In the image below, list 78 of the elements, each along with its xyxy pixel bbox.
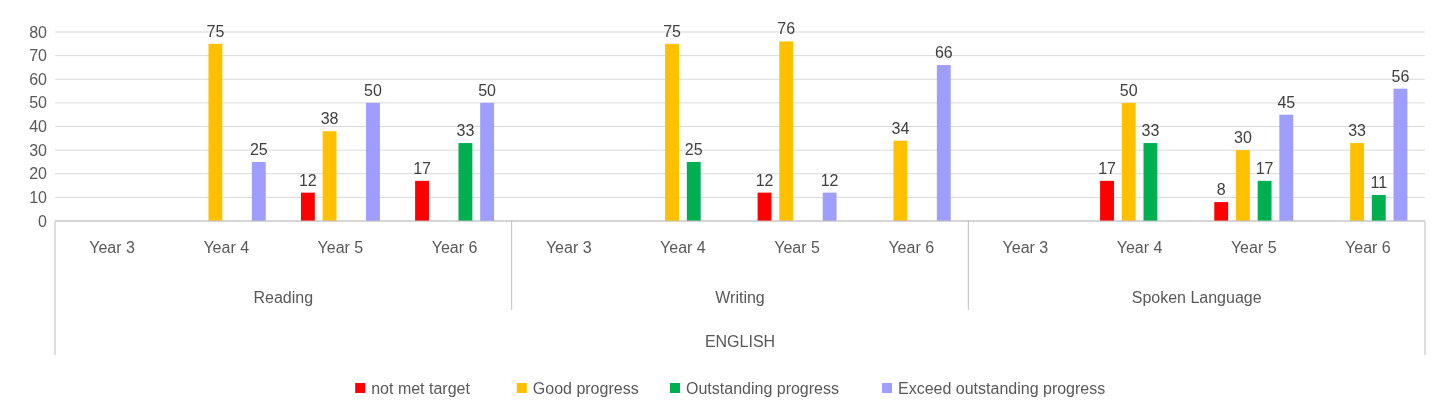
data-label: 38 <box>320 110 339 128</box>
data-label: 12 <box>755 171 774 189</box>
data-label: 33 <box>1141 122 1160 140</box>
y-tick-label: 20 <box>29 165 48 183</box>
data-label: 50 <box>1119 81 1138 99</box>
bar <box>480 102 495 221</box>
legend-label: not met target <box>371 379 471 397</box>
bar <box>1143 143 1158 221</box>
bar <box>1350 143 1365 221</box>
bar <box>936 65 951 221</box>
bar <box>686 161 701 221</box>
bar <box>458 143 473 221</box>
x-tick-label: Year 4 <box>203 238 250 256</box>
text: Spoken Language <box>1131 288 1262 306</box>
bar <box>1371 195 1386 221</box>
y-tick-label: 80 <box>29 23 48 41</box>
legend-label: Exceed outstanding progress <box>898 379 1106 397</box>
y-tick-label: 50 <box>29 94 48 112</box>
data-label: 17 <box>1098 159 1117 177</box>
bar <box>1121 102 1136 221</box>
x-tick-label: Year 3 <box>1002 238 1049 256</box>
data-label: 66 <box>934 44 953 62</box>
bar <box>665 43 680 221</box>
y-tick-label: 40 <box>29 118 48 136</box>
data-label: 45 <box>1277 93 1296 111</box>
y-tick-label: 30 <box>29 141 48 159</box>
data-label: 34 <box>891 119 910 137</box>
data-label: 25 <box>249 140 268 158</box>
text: Writing <box>715 288 765 306</box>
text: ENGLISH <box>704 332 776 350</box>
bar <box>1279 114 1294 221</box>
x-tick-label: Year 4 <box>1116 238 1163 256</box>
data-label: 12 <box>820 171 839 189</box>
y-tick-label: 70 <box>29 47 48 65</box>
data-label: 50 <box>478 81 497 99</box>
x-tick-label: Year 5 <box>317 238 364 256</box>
data-label: 17 <box>413 159 432 177</box>
bar <box>1100 180 1114 221</box>
y-tick-label: 10 <box>29 188 48 206</box>
x-tick-label: Year 6 <box>1345 238 1391 256</box>
data-label: 25 <box>684 140 703 158</box>
bar <box>1235 150 1250 221</box>
data-label: 12 <box>298 171 317 189</box>
bar <box>208 43 223 221</box>
y-tick-label: 60 <box>29 70 48 88</box>
data-label: 75 <box>663 22 682 40</box>
bar <box>300 192 315 221</box>
legend-label: Outstanding progress <box>686 379 839 397</box>
x-tick-label: Year 6 <box>888 238 935 256</box>
bar <box>251 161 266 221</box>
data-label: 76 <box>777 20 796 38</box>
bar <box>1393 88 1408 221</box>
bar <box>322 131 337 221</box>
bar <box>893 140 908 221</box>
bar <box>366 102 380 221</box>
x-tick-label: Year 3 <box>545 238 592 256</box>
data-label: 33 <box>456 122 475 140</box>
x-tick-label: Year 4 <box>660 238 706 256</box>
data-label: 30 <box>1234 129 1252 147</box>
data-label: 33 <box>1348 122 1367 140</box>
x-tick-label: Year 3 <box>89 238 136 256</box>
data-label: 50 <box>364 81 382 99</box>
data-label: 17 <box>1255 159 1274 177</box>
data-label: 11 <box>1370 174 1388 192</box>
legend-label: Good progress <box>532 379 639 397</box>
data-label: 56 <box>1391 67 1410 85</box>
bar <box>415 180 429 221</box>
bar <box>1214 202 1229 221</box>
x-tick-label: Year 5 <box>774 238 821 256</box>
data-label: 8 <box>1216 181 1226 199</box>
x-tick-label: Year 5 <box>1230 238 1277 256</box>
x-tick-label: Year 6 <box>431 238 478 256</box>
bar <box>779 41 794 221</box>
bar <box>822 192 837 221</box>
data-label: 75 <box>206 22 225 40</box>
text: Reading <box>253 288 314 306</box>
y-tick-label: 0 <box>38 212 48 230</box>
bar <box>1257 180 1272 221</box>
